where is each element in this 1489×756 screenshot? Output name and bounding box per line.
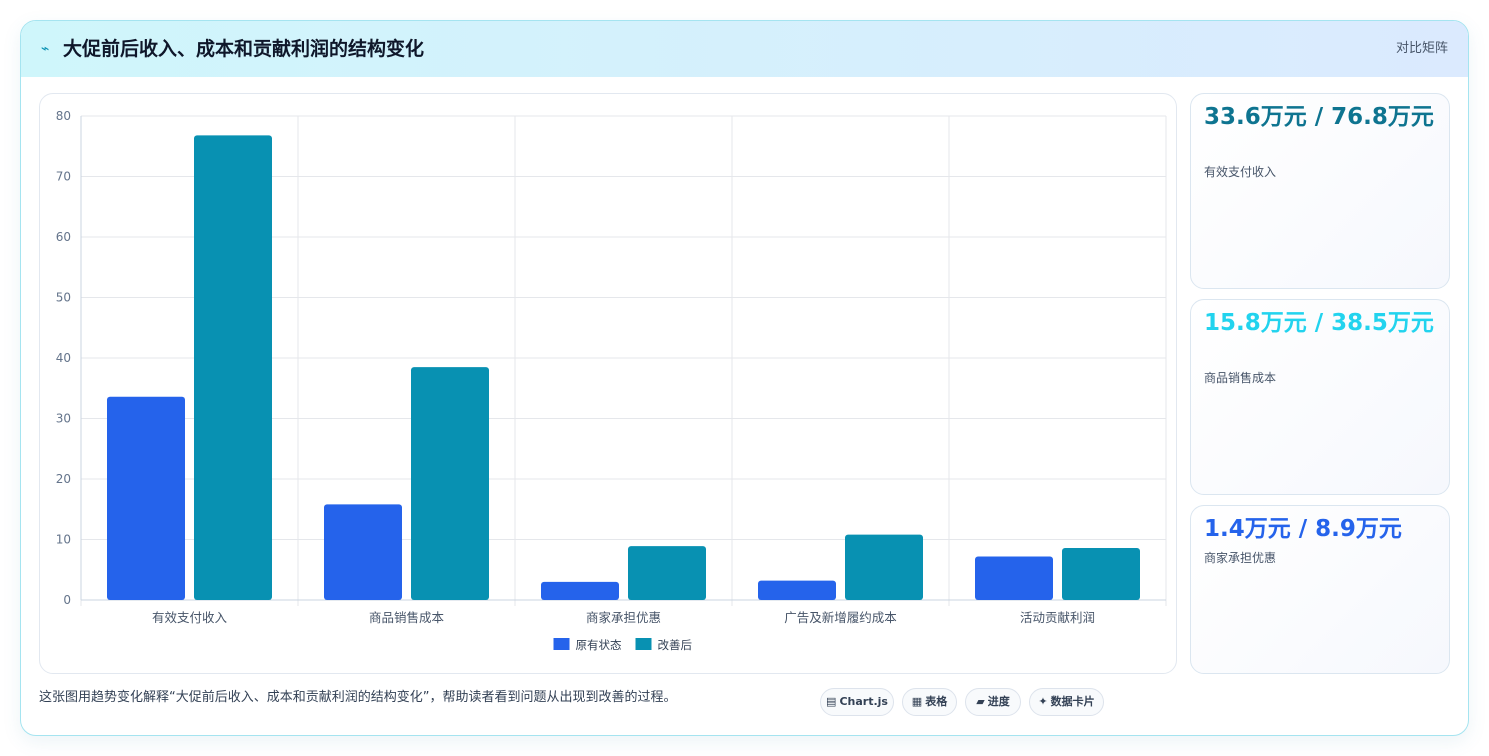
chip-label: 数据卡片	[1050, 695, 1095, 708]
bar	[107, 396, 185, 600]
y-tick-label: 40	[56, 351, 71, 365]
bar-chart: 0 10 20 30 40 50 60 70 80 有效支付收入 商品销售成本 商家承担优惠 广告及新增…	[56, 109, 1167, 652]
trend-icon: ⌁	[41, 41, 50, 57]
sparkle-icon: ✦	[1038, 695, 1048, 708]
x-tick-label: 活动贡献利润	[1020, 610, 1095, 625]
bar	[975, 556, 1053, 600]
legend-swatch	[553, 638, 570, 650]
bar	[758, 580, 836, 600]
chip-label: 表格	[925, 695, 948, 708]
x-tick-label: 有效支付收入	[152, 610, 228, 625]
stat-label: 商品销售成本	[1204, 371, 1277, 385]
stat-value: 1.4万元 / 8.9万元	[1204, 516, 1402, 542]
y-tick-label: 10	[56, 533, 71, 547]
chart-panel: 0 10 20 30 40 50 60 70 80 有效支付收入 商品销售成本 商家承担优惠 广告及新增…	[39, 93, 1177, 674]
stat-value: 33.6万元 / 76.8万元	[1204, 104, 1434, 130]
chip-data-card[interactable]: ✦ 数据卡片	[1029, 688, 1104, 716]
bar	[628, 546, 706, 600]
y-tick-label: 50	[56, 291, 71, 305]
legend-label: 改善后	[658, 638, 693, 652]
stat-card-revenue: 33.6万元 / 76.8万元 有效支付收入	[1190, 93, 1450, 289]
y-tick-label: 0	[63, 593, 71, 607]
x-tick-label: 商家承担优惠	[586, 610, 661, 625]
chip-progress[interactable]: ▰ 进度	[965, 688, 1021, 716]
chip-label: 进度	[987, 695, 1010, 708]
y-tick-label: 20	[56, 472, 71, 486]
legend-swatch	[635, 638, 652, 650]
x-tick-label: 商品销售成本	[369, 610, 445, 625]
chip-label: Chart.js	[839, 695, 888, 708]
stat-card-cost: 15.8万元 / 38.5万元 商品销售成本	[1190, 299, 1450, 495]
chart-icon: ▤	[826, 695, 837, 708]
bar	[324, 504, 402, 600]
y-tick-label: 30	[56, 412, 71, 426]
chip-chartjs[interactable]: ▤ Chart.js	[820, 688, 894, 716]
chart-description: 这张图用趋势变化解释“大促前后收入、成本和贡献利润的结构变化”，帮助读者看到问题…	[39, 690, 677, 705]
table-icon: ▦	[911, 695, 923, 708]
stat-label: 商家承担优惠	[1204, 551, 1277, 565]
chip-table[interactable]: ▦ 表格	[902, 688, 957, 716]
legend-label: 原有状态	[576, 638, 622, 652]
y-tick-label: 60	[56, 230, 71, 244]
progress-icon: ▰	[976, 695, 985, 708]
page-title: 大促前后收入、成本和贡献利润的结构变化	[63, 38, 425, 60]
stat-label: 有效支付收入	[1204, 165, 1277, 179]
stat-value: 15.8万元 / 38.5万元	[1204, 310, 1434, 336]
bar	[1062, 547, 1140, 600]
card-header: ⌁ 大促前后收入、成本和贡献利润的结构变化 对比矩阵	[21, 21, 1468, 77]
bar	[194, 135, 272, 601]
y-tick-label: 70	[56, 170, 71, 184]
chart-card: ⌁ 大促前后收入、成本和贡献利润的结构变化 对比矩阵 0 10 20 30 40 50 60…	[20, 20, 1469, 736]
bar	[411, 367, 489, 600]
view-mode-label[interactable]: 对比矩阵	[1395, 41, 1448, 56]
bar	[541, 581, 619, 600]
bar	[845, 534, 923, 600]
stat-card-discount: 1.4万元 / 8.9万元 商家承担优惠	[1190, 505, 1450, 674]
x-tick-label: 广告及新增履约成本	[784, 610, 897, 625]
y-tick-label: 80	[56, 109, 71, 123]
